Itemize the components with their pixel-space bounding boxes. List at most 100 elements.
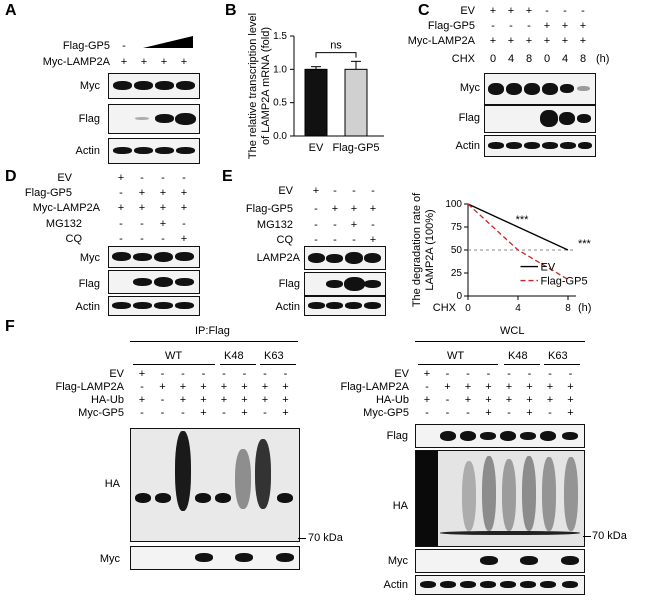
f-ip-flag-mark-5: + — [220, 381, 228, 393]
f-ip-flag-mark-1: - — [140, 381, 144, 393]
f-ip-title: IP:Flag — [195, 325, 230, 337]
f-wcl-haub-mark-6: + — [526, 394, 533, 406]
f-ip-wt-line — [133, 364, 215, 365]
panel-e-letter: E — [222, 168, 233, 185]
f-ip-k63-line — [260, 364, 296, 365]
a-myc-mark-4: + — [180, 56, 188, 68]
f-ip-haub-mark-4: + — [200, 394, 207, 406]
f-wcl-blot-myc — [415, 549, 585, 573]
a-myc-mark-1: + — [120, 56, 128, 68]
d-blot-label-myc: Myc — [79, 252, 100, 264]
f-ip-haub-mark-5: + — [220, 394, 228, 406]
c-blot-label-flag: Flag — [458, 112, 480, 124]
c-chx-mark-6: 8 — [579, 53, 587, 65]
c-chx-mark-4: 0 — [543, 53, 551, 65]
c-ev-mark-1: + — [489, 5, 497, 17]
f-wcl-group-wt: WT — [447, 350, 465, 362]
b-category-2: Flag-GP5 — [332, 142, 379, 154]
f-ip-haub-mark-1: + — [138, 394, 146, 406]
f-wcl-blot-label-ha: HA — [392, 500, 408, 512]
c-myc-mark-3: + — [525, 35, 533, 47]
a-blot-label-flag: Flag — [78, 113, 100, 125]
f-ip-haub-mark-7: + — [261, 394, 269, 406]
b-category-1: EV — [309, 142, 324, 154]
f-wcl-label-ha-ub: HA-Ub — [375, 394, 409, 406]
d-label-mg132: MG132 — [45, 218, 82, 230]
d-ev-mark-3: - — [161, 172, 165, 184]
c-myc-mark-6: + — [579, 35, 587, 47]
c-blot-flag — [484, 105, 596, 133]
e-legend-label-2: Flag-GP5 — [541, 276, 588, 288]
line-chart-e: 0 25 50 75 100 0 4 8 CHX (h) The degradation rate … — [411, 192, 592, 314]
c-flag-mark-5: + — [561, 20, 569, 32]
e-label-mg132: MG132 — [256, 219, 293, 231]
f-wcl-group-k63: K63 — [548, 350, 568, 362]
e-ytick-label: 0 — [456, 291, 462, 302]
f-ip-k48-line — [220, 364, 256, 365]
e-blot-flag — [304, 272, 386, 296]
f-ip-haub-mark-2: - — [160, 394, 165, 406]
f-ip-ev-mark-5: - — [222, 368, 226, 380]
a-flag-mark: - — [122, 40, 126, 52]
f-wcl-title-line — [415, 341, 585, 342]
f-ip-mycgp5-mark-3: - — [181, 407, 185, 419]
f-wcl-flag-mark-3: + — [464, 381, 472, 393]
e-xtick-label: 0 — [465, 303, 471, 314]
f-wcl-blot-label-actin: Actin — [383, 579, 408, 591]
d-label-cq: CQ — [65, 233, 83, 245]
f-wcl-label-ev: EV — [394, 368, 409, 380]
f-wcl-ev-mark-7: - — [548, 368, 552, 380]
f-ip-haub-mark-6: + — [241, 394, 248, 406]
f-wcl-ev-mark-8: - — [568, 368, 573, 380]
e-mg132-mark-1: - — [314, 219, 318, 231]
f-ip-mycgp5-mark-1: - — [140, 407, 144, 419]
e-xlabel: CHX — [433, 302, 457, 314]
c-chx-mark-2: 4 — [507, 53, 515, 65]
f-ip-blot-myc — [130, 546, 300, 570]
d-flag-mark-1: - — [119, 187, 123, 199]
f-ip-flag-mark-6: + — [241, 381, 248, 393]
f-ip-ev-mark-8: - — [283, 368, 288, 380]
c-label-myc-lamp2a: Myc-LAMP2A — [407, 35, 475, 47]
f-wcl-haub-mark-3: + — [464, 394, 472, 406]
c-myc-mark-4: + — [543, 35, 551, 47]
b-bar-1 — [304, 68, 328, 137]
e-flag-mark-1: - — [314, 203, 318, 215]
f-ip-group-wt: WT — [165, 350, 183, 362]
e-series-line-1 — [467, 203, 569, 251]
f-wcl-blot-label-myc: Myc — [387, 555, 408, 567]
f-ip-ev-mark-2: - — [160, 368, 165, 380]
c-chx-mark-5: 4 — [561, 53, 569, 65]
c-myc-mark-5: + — [561, 35, 569, 47]
f-ip-flag-mark-8: + — [282, 381, 289, 393]
e-mg132-mark-2: - — [333, 219, 337, 231]
b-significance-bracket — [315, 52, 357, 58]
e-flag-mark-4: + — [369, 203, 377, 215]
d-blot-myc — [108, 246, 200, 268]
f-ip-ev-mark-7: - — [263, 368, 267, 380]
c-chx-mark-1: 0 — [489, 53, 497, 65]
b-ytick-label: 1.0 — [273, 64, 287, 75]
d-cq-mark-1: - — [119, 233, 123, 245]
c-ev-mark-2: + — [507, 5, 515, 17]
b-ytick-label: 0.5 — [273, 98, 287, 109]
c-flag-mark-6: + — [579, 20, 587, 32]
d-blot-flag — [108, 270, 200, 294]
d-myc-mark-4: + — [180, 202, 188, 214]
panel-b-letter: B — [225, 2, 237, 19]
f-wcl-flag-mark-2: + — [444, 381, 451, 393]
e-xtick-label: 4 — [515, 303, 521, 314]
f-ip-mycgp5-mark-5: - — [222, 407, 226, 419]
a-blot-actin — [108, 138, 200, 164]
d-blot-actin — [108, 296, 200, 316]
b-ytick-label: 1.5 — [273, 31, 287, 42]
d-label-flag-gp5: Flag-GP5 — [24, 187, 72, 199]
f-wcl-blot-flag — [415, 424, 585, 448]
e-label-ev: EV — [278, 185, 293, 197]
f-ip-haub-mark-8: + — [282, 394, 289, 406]
f-wcl-haub-mark-4: + — [485, 394, 492, 406]
d-flag-mark-2: + — [138, 187, 146, 199]
c-blot-myc — [484, 73, 596, 105]
d-ev-mark-1: + — [117, 172, 125, 184]
a-label-myc-lamp2a: Myc-LAMP2A — [42, 56, 110, 68]
